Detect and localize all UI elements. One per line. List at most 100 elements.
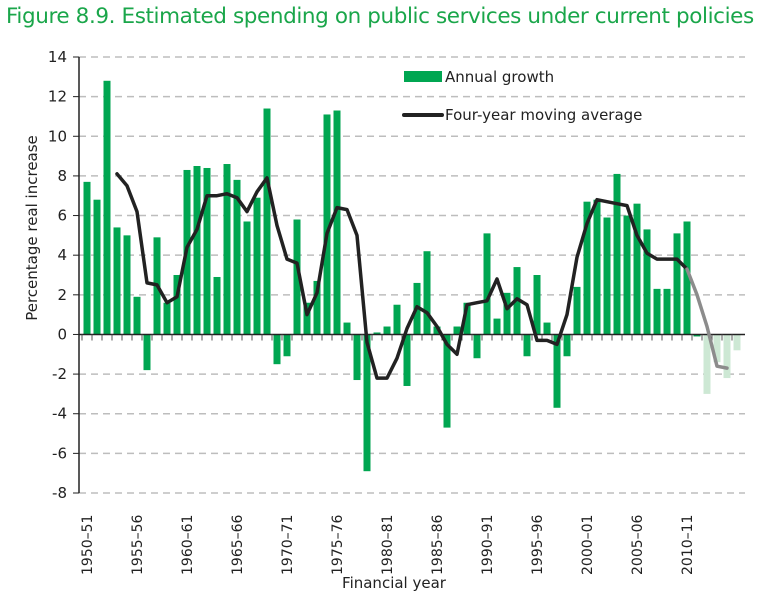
legend: Annual growth Four-year moving average [402, 68, 642, 124]
bar-2000-01 [583, 201, 591, 335]
bar-1989-90 [473, 334, 481, 359]
y-tick-label: 8 [57, 167, 67, 185]
y-tick-label: 0 [57, 325, 67, 343]
bar-2001-02 [593, 199, 601, 335]
bar-1986-87 [443, 334, 451, 428]
x-tick-label: 1970–71 [280, 515, 296, 575]
x-tick-label: 1955–56 [130, 514, 146, 575]
bar-1965-66 [233, 179, 241, 335]
bar-1976-77 [343, 322, 351, 335]
bar-1994-95 [523, 334, 531, 357]
y-tick-labels: 14 12 10 8 6 4 2 0 -2 -4 -6 -8 [48, 48, 67, 502]
bar-1964-65 [223, 164, 231, 335]
bar-2003-04 [613, 173, 621, 335]
bar-1987-88 [453, 326, 461, 335]
y-tick-label: 6 [57, 207, 67, 225]
bar-2002-03 [603, 217, 611, 335]
bar-1998-99 [563, 334, 571, 357]
bar-1972-73 [303, 302, 311, 335]
bar-1974-75 [323, 114, 331, 335]
y-tick-label: -8 [52, 484, 67, 502]
x-tick-label: 1975–76 [330, 514, 346, 575]
moving-average-line-projection [685, 267, 729, 370]
bar-1956-57 [143, 334, 151, 371]
bar-2008-09 [663, 288, 671, 335]
bar-1954-55 [123, 235, 131, 335]
bar-1951-52 [93, 199, 101, 335]
x-tick-label: 1990–91 [480, 515, 496, 575]
bar-1984-85 [423, 251, 431, 335]
bar-1991-92 [493, 318, 501, 335]
bar-2015-16 [733, 334, 741, 351]
bar-1962-63 [203, 167, 211, 335]
x-tick-label: 1995–96 [530, 514, 546, 575]
legend-label-annual-growth: Annual growth [445, 68, 554, 86]
x-tick-label: 2000–01 [580, 515, 596, 575]
y-tick-label: -2 [52, 365, 67, 383]
bar-1985-86 [433, 326, 441, 335]
bar-1968-69 [263, 108, 271, 335]
bar-1953-54 [113, 227, 121, 335]
bar-1981-82 [393, 304, 401, 335]
x-tick-label: 1960–61 [180, 515, 196, 575]
axes [78, 57, 745, 493]
y-axis-label: Percentage real increase [23, 135, 41, 321]
bar-2010-11 [683, 221, 691, 335]
bar-1975-76 [333, 110, 341, 335]
moving-average-line [115, 172, 729, 380]
moving-average-line-actual [115, 172, 689, 380]
x-axis-label: Financial year [342, 574, 447, 592]
bar-2012-13 [703, 334, 711, 394]
bar-1952-53 [103, 80, 111, 335]
y-tick-label: 12 [48, 88, 67, 106]
bar-1955-56 [133, 296, 141, 335]
legend-label-moving-average: Four-year moving average [445, 106, 642, 124]
x-tick-label: 1965–66 [230, 514, 246, 575]
bar-2007-08 [653, 288, 661, 335]
bar-1988-89 [463, 302, 471, 335]
legend-swatch-annual-growth [404, 71, 442, 82]
bar-1971-72 [293, 219, 301, 335]
bar-1990-91 [483, 233, 491, 335]
bar-1961-62 [193, 166, 201, 335]
bar-1980-81 [383, 326, 391, 335]
bar-1977-78 [353, 334, 361, 381]
bar-2009-10 [673, 233, 681, 335]
y-tick-label: 4 [57, 246, 67, 264]
y-tick-label: -4 [52, 405, 67, 423]
bar-1969-70 [273, 334, 281, 365]
bars [83, 80, 741, 472]
bar-1996-97 [543, 322, 551, 335]
bar-2004-05 [623, 215, 631, 335]
bar-1958-59 [163, 302, 171, 335]
bar-1966-67 [243, 221, 251, 335]
y-tick-label: 10 [48, 127, 67, 145]
bar-1997-98 [553, 334, 561, 408]
bar-2014-15 [723, 334, 731, 379]
y-tick-label: 2 [57, 286, 67, 304]
bar-1973-74 [313, 280, 321, 335]
bar-1978-79 [363, 334, 371, 472]
bar-1999-00 [573, 286, 581, 335]
bar-1992-93 [503, 292, 511, 335]
chart-title: Figure 8.9. Estimated spending on public… [6, 4, 754, 29]
y-tick-label: -6 [52, 444, 67, 462]
bar-1967-68 [253, 197, 261, 335]
bar-1982-83 [403, 334, 411, 386]
bar-2013-14 [713, 334, 721, 363]
x-tick-label: 2010–11 [680, 515, 696, 575]
x-tick-label: 1980–81 [380, 515, 396, 575]
x-tick-label: 1985–86 [430, 514, 446, 575]
y-tick-label: 14 [48, 48, 67, 66]
x-tick-labels: 1950–51 1955–56 1960–61 1965–66 1970–71 1975–… [80, 514, 696, 575]
bar-2005-06 [633, 203, 641, 335]
x-tick-label: 2005–06 [630, 514, 646, 575]
bar-1970-71 [283, 334, 291, 357]
bar-2006-07 [643, 229, 651, 335]
bar-1959-60 [173, 275, 181, 335]
bar-1963-64 [213, 276, 221, 335]
bar-2011-12 [693, 334, 701, 337]
x-tick-label: 1950–51 [80, 515, 96, 575]
bar-1979-80 [373, 332, 381, 335]
